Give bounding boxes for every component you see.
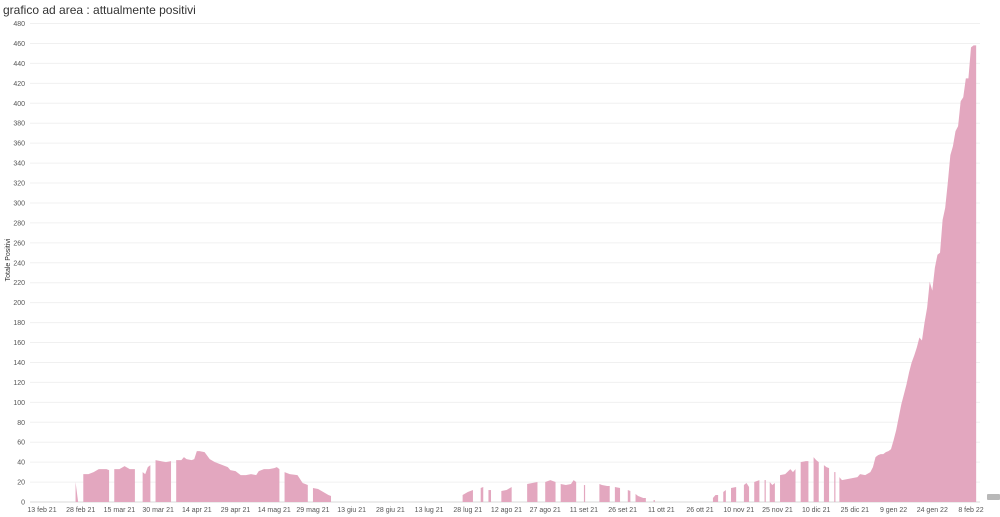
x-tick-label: 13 feb 21	[27, 507, 56, 514]
area-segment-26	[764, 480, 766, 502]
area-segment-22	[723, 490, 726, 502]
x-tick-label: 28 giu 21	[376, 507, 405, 514]
area-segment-14	[560, 480, 577, 502]
x-tick-label: 12 ago 21	[491, 507, 522, 514]
area-segment-7	[312, 488, 332, 502]
y-tick-label: 100	[13, 400, 25, 407]
x-tick-label: 26 ott 21	[686, 507, 713, 514]
x-tick-label: 29 apr 21	[221, 507, 251, 514]
y-tick-label: 220	[13, 280, 25, 287]
y-tick-label: 420	[13, 81, 25, 88]
y-tick-label: 300	[13, 200, 25, 207]
y-axis-ticks: 0 20 40 60 80 100 120 140 160 180 200 220 240 260 280 3…	[13, 21, 25, 507]
area-segment-28	[780, 469, 796, 502]
y-tick-label: 180	[13, 320, 25, 327]
x-axis-ticks: 13 feb 21 28 feb 21 15 mar 21 30 mar 21 14 a…	[27, 507, 983, 514]
area-segment-24	[743, 483, 750, 502]
area-segment-9	[480, 487, 484, 502]
area-segment-12	[527, 482, 538, 502]
area-segment-10	[488, 490, 492, 502]
y-tick-label: 320	[13, 181, 25, 188]
gridlines	[30, 23, 980, 503]
area-segment-3	[142, 465, 151, 502]
x-tick-label: 14 apr 21	[182, 507, 212, 514]
y-tick-label: 400	[13, 101, 25, 108]
area-segment-18	[627, 490, 631, 502]
y-tick-label: 460	[13, 41, 25, 48]
y-tick-label: 440	[13, 61, 25, 68]
x-tick-label: 13 lug 21	[415, 507, 444, 514]
x-tick-label: 10 nov 21	[723, 507, 754, 514]
x-tick-label: 9 gen 22	[880, 507, 907, 514]
x-tick-label: 25 dic 21	[841, 507, 870, 514]
area-segment-8	[462, 490, 473, 502]
y-tick-label: 260	[13, 240, 25, 247]
area-segment-5	[176, 451, 280, 502]
area-segment-32	[834, 472, 836, 502]
y-tick-label: 240	[13, 260, 25, 267]
y-tick-label: 160	[13, 340, 25, 347]
area-segment-2	[114, 466, 135, 502]
x-tick-label: 8 feb 22	[958, 507, 983, 514]
y-tick-label: 20	[17, 480, 25, 487]
area-segment-6	[284, 472, 308, 502]
area-segment-0	[75, 482, 79, 502]
area-segment-23	[731, 487, 737, 502]
area-segment-21	[712, 495, 719, 502]
horizontal-scrollbar-thumb[interactable]	[987, 494, 1000, 500]
y-tick-label: 360	[13, 141, 25, 148]
y-tick-label: 80	[17, 420, 25, 427]
x-tick-label: 11 set 21	[570, 507, 598, 514]
area-segment-4	[155, 460, 172, 502]
chart-title: grafico ad area : attualmente positivi	[3, 3, 196, 17]
area-segment-1	[83, 469, 110, 502]
area-segment-19	[635, 494, 646, 502]
x-tick-label: 15 mar 21	[104, 507, 136, 514]
y-tick-label: 380	[13, 121, 25, 128]
y-tick-label: 0	[21, 500, 25, 507]
area-segment-31	[823, 465, 830, 502]
x-tick-label: 29 mag 21	[296, 507, 329, 514]
x-tick-label: 10 dic 21	[802, 507, 831, 514]
area-segment-33	[839, 45, 977, 503]
x-tick-label: 30 mar 21	[142, 507, 174, 514]
y-tick-label: 340	[13, 161, 25, 168]
x-tick-label: 24 gen 22	[917, 507, 948, 514]
y-tick-label: 200	[13, 300, 25, 307]
area-segment-16	[599, 484, 610, 502]
y-tick-label: 480	[13, 21, 25, 28]
area-segment-17	[614, 487, 621, 502]
area-segment-25	[754, 480, 760, 502]
area-segment-29	[800, 461, 809, 502]
x-tick-label: 14 mag 21	[258, 507, 291, 514]
y-tick-label: 140	[13, 360, 25, 367]
area-segment-30	[813, 457, 819, 502]
x-tick-label: 25 nov 21	[762, 507, 793, 514]
x-tick-label: 13 giu 21	[337, 507, 366, 514]
y-tick-label: 120	[13, 380, 25, 387]
area-segment-20	[653, 500, 655, 502]
x-tick-label: 28 lug 21	[453, 507, 482, 514]
y-tick-label: 40	[17, 460, 25, 467]
area-segment-13	[545, 480, 556, 502]
x-tick-label: 27 ago 21	[530, 507, 561, 514]
area-segment-27	[769, 482, 775, 502]
area-segment-11	[501, 487, 512, 502]
y-tick-label: 280	[13, 220, 25, 227]
x-tick-label: 28 feb 21	[66, 507, 95, 514]
x-tick-label: 26 set 21	[608, 507, 637, 514]
area-segment-15	[583, 485, 586, 502]
y-axis-label: Totale Positivi	[5, 238, 12, 281]
area-series	[75, 45, 977, 503]
y-tick-label: 60	[17, 440, 25, 447]
x-tick-label: 11 ott 21	[648, 507, 675, 514]
